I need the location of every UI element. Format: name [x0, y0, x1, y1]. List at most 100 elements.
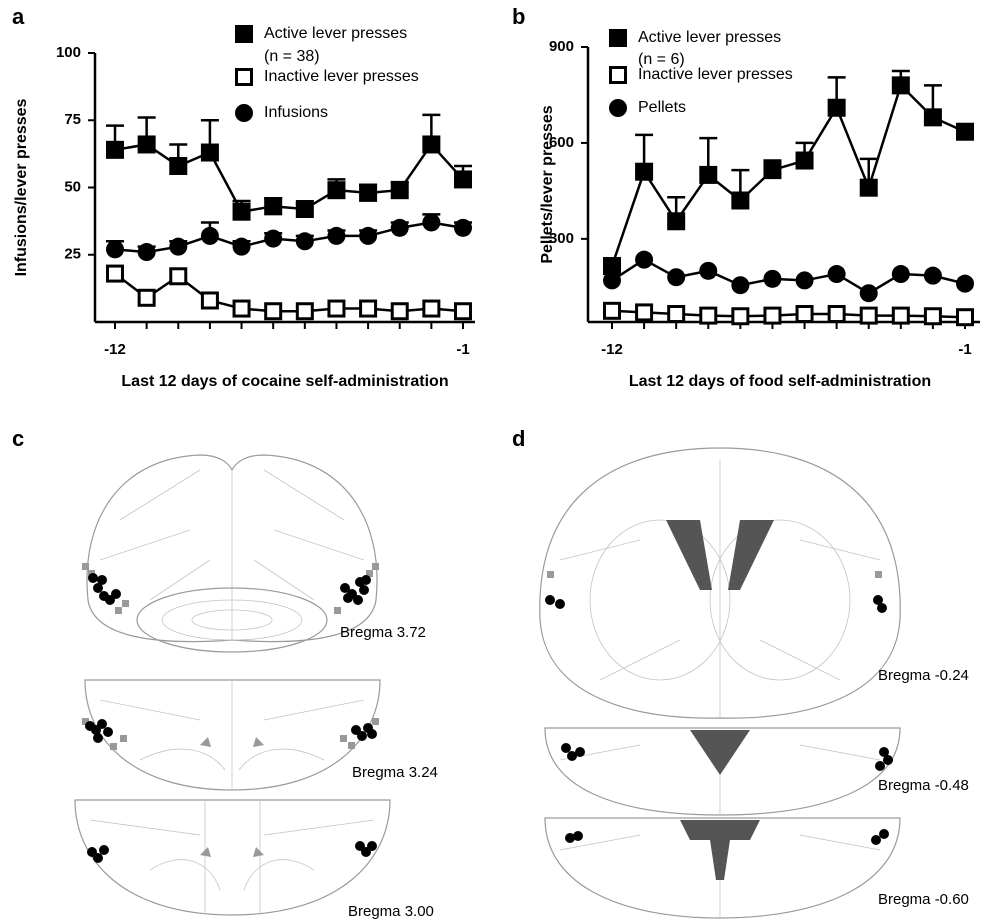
data-point	[201, 227, 219, 245]
x-axis-label: Last 12 days of food self-administration	[629, 373, 931, 390]
legend-marker	[611, 68, 626, 83]
data-point	[359, 184, 377, 202]
data-point	[329, 301, 344, 316]
y-tick-label: 75	[64, 111, 81, 128]
data-point	[893, 308, 908, 323]
panel-letter: a	[12, 4, 25, 29]
panel-letter: d	[512, 426, 525, 451]
data-point	[603, 271, 621, 289]
data-point	[169, 238, 187, 256]
x-tick-label: -12	[104, 341, 126, 358]
data-point	[667, 268, 685, 286]
data-point	[796, 152, 814, 170]
x-tick-label: -12	[601, 341, 623, 358]
data-point	[171, 269, 186, 284]
series-line	[115, 144, 463, 211]
data-point	[106, 240, 124, 258]
data-point	[699, 166, 717, 184]
data-point	[701, 308, 716, 323]
data-point	[234, 301, 249, 316]
data-point	[637, 305, 652, 320]
section-label: Bregma -0.60	[878, 891, 969, 908]
data-point	[860, 284, 878, 302]
figure: 255075100-12-1Last 12 days of cocaine se…	[0, 0, 988, 922]
legend-label: Active lever presses	[264, 25, 407, 42]
y-axis-label: Pellets/lever presses	[539, 105, 556, 263]
data-point	[731, 191, 749, 209]
legend-marker	[235, 104, 253, 122]
y-tick-label: 100	[56, 44, 81, 61]
data-point	[456, 304, 471, 319]
y-tick-label: 900	[549, 38, 574, 55]
data-point	[924, 267, 942, 285]
series-line	[115, 274, 463, 312]
data-point	[925, 309, 940, 324]
data-point	[106, 141, 124, 159]
series-line	[612, 260, 965, 294]
data-point	[391, 219, 409, 237]
data-point	[233, 238, 251, 256]
legend-label: Inactive lever presses	[638, 66, 793, 83]
data-point	[233, 203, 251, 221]
data-point	[956, 275, 974, 293]
data-point	[169, 157, 187, 175]
data-point	[763, 270, 781, 288]
data-point	[669, 307, 684, 322]
data-point	[958, 310, 973, 325]
data-point	[422, 135, 440, 153]
section-label: Bregma 3.24	[352, 764, 438, 781]
panel-letter: b	[512, 4, 525, 29]
brain-diagram-d	[540, 448, 900, 918]
data-point	[635, 251, 653, 269]
section-label: Bregma -0.24	[878, 667, 969, 684]
data-point	[635, 163, 653, 181]
data-point	[828, 99, 846, 117]
data-point	[296, 200, 314, 218]
data-point	[454, 170, 472, 188]
x-axis-label: Last 12 days of cocaine self-administrat…	[121, 373, 448, 390]
data-point	[264, 197, 282, 215]
data-point	[731, 276, 749, 294]
data-point	[956, 123, 974, 141]
data-point	[605, 303, 620, 318]
legend-marker	[609, 29, 627, 47]
data-point	[327, 181, 345, 199]
data-point	[454, 219, 472, 237]
data-point	[266, 304, 281, 319]
data-point	[860, 179, 878, 197]
data-point	[327, 227, 345, 245]
legend-label: Pellets	[638, 99, 686, 116]
data-point	[699, 262, 717, 280]
data-point	[296, 232, 314, 250]
data-point	[392, 304, 407, 319]
legend-marker	[235, 25, 253, 43]
data-point	[138, 243, 156, 261]
legend-marker	[237, 70, 252, 85]
data-point	[829, 307, 844, 322]
data-point	[765, 308, 780, 323]
section-label: Bregma -0.48	[878, 777, 969, 794]
data-point	[139, 290, 154, 305]
page: 255075100-12-1Last 12 days of cocaine se…	[0, 0, 988, 922]
brain-diagram-c	[75, 455, 390, 915]
data-point	[422, 213, 440, 231]
data-point	[763, 161, 781, 179]
data-point	[202, 293, 217, 308]
y-tick-label: 50	[64, 178, 81, 195]
legend-label: Infusions	[264, 104, 328, 121]
section-label: Bregma 3.00	[348, 903, 434, 920]
series-line	[115, 222, 463, 252]
data-point	[667, 212, 685, 230]
data-point	[892, 76, 910, 94]
legend-label: Inactive lever presses	[264, 68, 419, 85]
x-tick-label: -1	[456, 341, 469, 358]
data-point	[359, 227, 377, 245]
data-point	[138, 135, 156, 153]
data-point	[201, 144, 219, 162]
data-point	[861, 308, 876, 323]
data-point	[297, 304, 312, 319]
data-point	[797, 307, 812, 322]
data-point	[361, 301, 376, 316]
data-point	[796, 271, 814, 289]
data-point	[828, 265, 846, 283]
